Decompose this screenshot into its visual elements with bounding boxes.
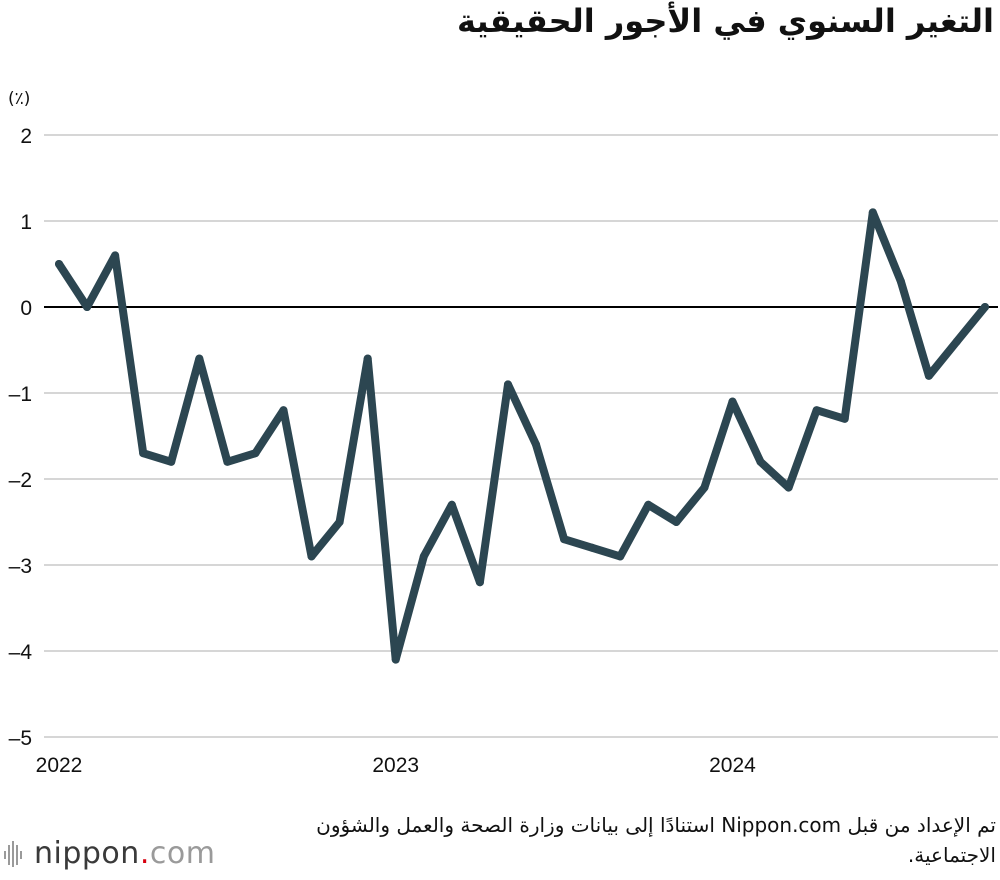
nippon-logo: nippon.com (4, 836, 215, 871)
y-tick-label: –5 (9, 727, 32, 750)
data-point (728, 397, 737, 406)
y-axis-ticks: 2 1 0 –1 –2 –3 –4 –5 (9, 125, 33, 750)
data-point (700, 483, 709, 492)
data-point (195, 354, 204, 363)
x-tick-label: 2023 (372, 754, 419, 777)
data-point (475, 578, 484, 587)
data-point (167, 457, 176, 466)
y-tick-label: –4 (9, 641, 33, 664)
data-point (616, 552, 625, 561)
y-tick-label: 2 (20, 125, 32, 148)
data-point (83, 303, 92, 311)
data-point (560, 535, 569, 544)
data-point (139, 449, 148, 458)
gridlines (44, 134, 998, 738)
y-tick-label: 1 (20, 211, 32, 234)
series-layer (55, 208, 989, 664)
data-point (55, 260, 63, 268)
data-point (644, 500, 653, 509)
data-point (756, 457, 765, 466)
source-note: تم الإعداد من قبل Nippon.com استنادًا إل… (316, 813, 996, 867)
y-tick-label: –3 (9, 555, 32, 578)
data-point (419, 552, 428, 561)
y-tick-label: –1 (9, 383, 32, 406)
nippon-bars-icon (4, 840, 22, 867)
data-point (279, 406, 288, 415)
data-point (111, 251, 120, 260)
data-point (223, 457, 232, 466)
data-point (840, 414, 849, 423)
data-point (896, 277, 905, 286)
chart-title: التغير السنوي في الأجور الحقيقية (457, 2, 994, 40)
data-point (588, 543, 597, 552)
series-line (55, 208, 989, 664)
logo-dot: . (139, 836, 150, 871)
data-point (391, 655, 400, 664)
data-point (812, 406, 821, 415)
data-point (784, 483, 793, 492)
line-chart: 2 1 0 –1 –2 –3 –4 –5 2022 2023 2024 (٪) (8, 89, 998, 777)
logo-name: nippon (34, 836, 140, 871)
x-axis-ticks: 2022 2023 2024 (36, 754, 756, 777)
data-point (868, 208, 877, 217)
y-axis-unit-label: (٪) (8, 89, 30, 109)
data-point (335, 518, 344, 526)
data-point (251, 449, 260, 458)
data-point (363, 354, 372, 363)
data-point (307, 552, 316, 561)
data-point (981, 303, 989, 311)
x-tick-label: 2022 (36, 754, 83, 777)
data-point (503, 380, 512, 389)
data-point (447, 500, 456, 509)
data-point (924, 371, 933, 380)
x-tick-label: 2024 (709, 754, 756, 777)
logo-tld: com (149, 836, 216, 871)
data-point (672, 518, 681, 526)
data-point (532, 440, 541, 449)
y-tick-label: –2 (9, 469, 32, 492)
logo-wordmark: nippon.com (34, 836, 215, 871)
y-tick-label: 0 (20, 297, 32, 320)
data-point (952, 337, 961, 346)
